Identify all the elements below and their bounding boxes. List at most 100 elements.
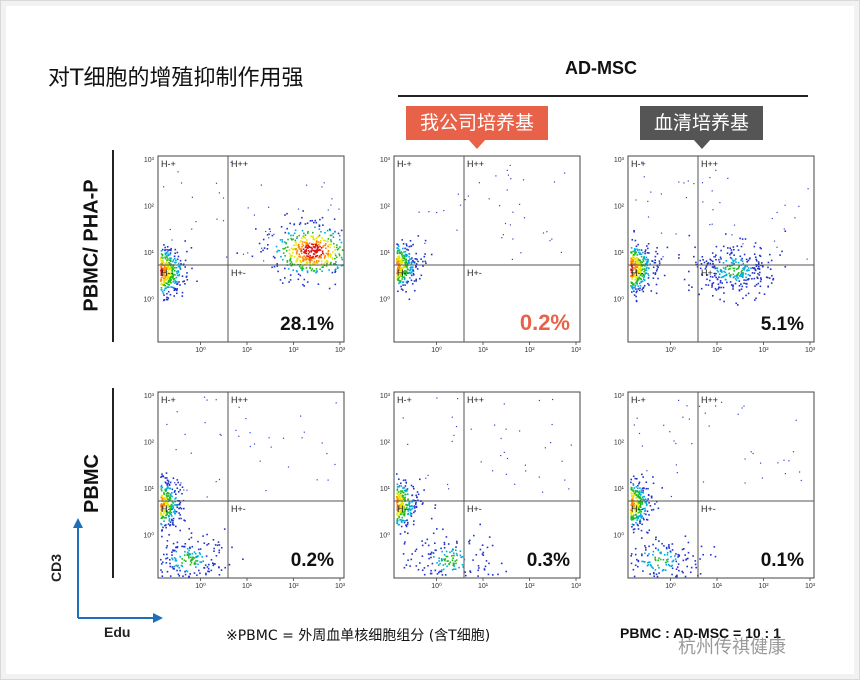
quadrant-label: H-+ xyxy=(631,395,646,405)
cell-dot xyxy=(178,517,180,520)
cell-dot xyxy=(318,260,320,262)
cell-dot xyxy=(442,564,445,566)
cell-dot xyxy=(712,262,714,265)
cell-dot xyxy=(321,442,323,444)
cell-dot xyxy=(214,563,216,565)
cell-dot xyxy=(160,261,163,263)
cell-dot xyxy=(399,493,401,496)
quadrant-label: H+- xyxy=(467,504,482,514)
cell-dot xyxy=(643,176,645,178)
cell-dot xyxy=(169,266,171,269)
cell-dot xyxy=(403,278,406,281)
cell-dot xyxy=(551,423,553,426)
cell-dot xyxy=(667,560,669,563)
cell-dot xyxy=(166,496,168,498)
cell-dot xyxy=(311,259,313,262)
cell-dot xyxy=(635,295,637,298)
cell-dot xyxy=(218,478,221,481)
cell-dot xyxy=(715,267,718,269)
cell-dot xyxy=(305,259,307,261)
cell-dot xyxy=(396,488,399,490)
cell-dot xyxy=(295,260,298,263)
cell-dot xyxy=(769,268,772,270)
cell-dot xyxy=(635,521,637,524)
cell-dot xyxy=(640,515,642,518)
cell-dot xyxy=(322,246,324,248)
cell-dot xyxy=(307,243,309,245)
cell-dot xyxy=(714,256,716,258)
cell-dot xyxy=(410,515,413,517)
cell-dot xyxy=(168,505,171,508)
cell-dot xyxy=(316,259,318,262)
cell-dot xyxy=(166,256,168,258)
cell-dot xyxy=(404,271,407,274)
cell-dot xyxy=(295,270,298,272)
cell-dot xyxy=(261,247,263,249)
cell-dot xyxy=(705,264,708,267)
cell-dot xyxy=(338,208,340,210)
cell-dot xyxy=(203,542,206,544)
cell-dot xyxy=(522,179,525,181)
cell-dot xyxy=(163,498,166,500)
cell-dot xyxy=(665,547,668,550)
cell-dot xyxy=(509,164,511,166)
cell-dot xyxy=(660,193,662,195)
cell-dot xyxy=(412,523,415,526)
cell-dot xyxy=(671,560,674,563)
cell-dot xyxy=(314,250,316,253)
cell-dot xyxy=(651,566,653,568)
cell-dot xyxy=(663,424,665,426)
cell-dot xyxy=(445,550,448,553)
cell-dot xyxy=(396,273,399,275)
x-tick-label: 10⁰ xyxy=(431,582,442,590)
cell-dot xyxy=(300,415,302,417)
cell-dot xyxy=(636,249,639,252)
cell-dot xyxy=(631,258,634,260)
cell-dot xyxy=(468,540,470,543)
cell-dot xyxy=(306,239,308,241)
cell-dot xyxy=(637,484,639,487)
cell-dot xyxy=(317,246,319,249)
cell-dot xyxy=(327,250,330,253)
cell-dot xyxy=(725,274,728,277)
cell-dot xyxy=(175,504,177,507)
cell-dot xyxy=(682,559,685,562)
cell-dot xyxy=(406,504,409,506)
cell-dot xyxy=(331,257,334,259)
cell-dot xyxy=(163,299,166,301)
cell-dot xyxy=(646,564,649,567)
x-tick-label: 10³ xyxy=(335,583,346,590)
cell-dot xyxy=(510,178,512,180)
cell-dot xyxy=(168,518,171,520)
cell-dot xyxy=(740,259,743,261)
cell-dot xyxy=(761,477,763,479)
cell-dot xyxy=(795,419,797,421)
cell-dot xyxy=(506,457,509,460)
cell-dot xyxy=(418,211,420,213)
cell-dot xyxy=(332,232,334,235)
cell-dot xyxy=(425,262,427,264)
cell-dot xyxy=(635,269,638,271)
cell-dot xyxy=(672,559,675,562)
cell-dot xyxy=(409,509,412,512)
cell-dot xyxy=(305,244,308,246)
cell-dot xyxy=(634,553,637,556)
cell-dot xyxy=(410,508,412,511)
cell-dot xyxy=(633,229,635,232)
flow-plot-panel: H-+ H++ H-- H+- 0.1% 10⁰ 10⁰ 10¹ 10¹ 10² 10² 10³ 10³ xyxy=(594,386,824,600)
cell-dot xyxy=(640,517,642,519)
cell-dot xyxy=(289,259,292,261)
cell-dot xyxy=(492,574,494,576)
cell-dot xyxy=(190,536,193,539)
cell-dot xyxy=(206,496,208,498)
cell-dot xyxy=(401,491,404,493)
cell-dot xyxy=(262,249,264,252)
cell-dot xyxy=(445,555,448,558)
cell-dot xyxy=(166,540,169,542)
cell-dot xyxy=(396,269,399,271)
cell-dot xyxy=(397,278,399,280)
cell-dot xyxy=(553,181,556,183)
cell-dot xyxy=(401,281,404,283)
cell-dot xyxy=(160,253,163,255)
cell-dot xyxy=(164,280,166,282)
